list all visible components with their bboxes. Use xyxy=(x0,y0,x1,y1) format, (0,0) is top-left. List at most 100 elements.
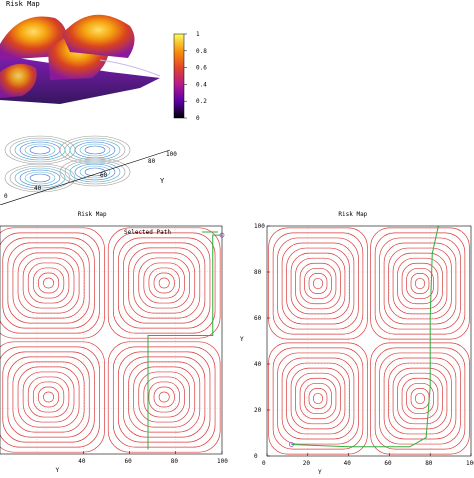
surface-peak xyxy=(62,14,135,58)
contour-ring xyxy=(415,278,425,289)
contour-ring xyxy=(392,252,448,315)
base-contour xyxy=(19,169,61,187)
contour-ring xyxy=(410,273,430,294)
selected-path xyxy=(147,234,222,450)
colorbar-tick-label: 0.6 xyxy=(196,65,207,72)
base-tick-label: 40 xyxy=(34,185,42,192)
x-tick-label: 100 xyxy=(466,460,474,467)
contour-ring xyxy=(38,272,60,294)
contour-ring xyxy=(43,391,54,403)
contour-ring xyxy=(374,347,466,450)
contour-ring xyxy=(401,377,439,420)
contour-ring xyxy=(392,367,448,430)
contour-ring xyxy=(7,242,90,324)
contour-ring xyxy=(272,347,364,450)
contour-ring xyxy=(158,277,170,289)
x-axis-label: Y xyxy=(318,469,322,474)
contour-ring xyxy=(277,352,359,445)
contour-ring xyxy=(313,278,323,289)
base-contour xyxy=(74,163,116,181)
contour-ring xyxy=(158,391,170,403)
colorbar-ticks: 1 0.8 0.6 0.4 0.2 0 xyxy=(184,31,207,122)
base-tick-label: 80 xyxy=(148,158,156,165)
base-contour xyxy=(74,141,116,159)
contour-ring xyxy=(153,386,175,408)
contour-ring xyxy=(0,227,105,339)
right-contour-map: Risk Map 0 20 40 60 80 100 0 20 40 60 80 100 Y Y xyxy=(240,211,474,476)
contour-ring xyxy=(138,257,190,309)
base-contour xyxy=(79,165,111,179)
contour-ring xyxy=(383,242,457,325)
contour-ring xyxy=(112,346,216,448)
base-contour xyxy=(79,143,111,157)
contour-ring xyxy=(22,257,75,309)
base-contour xyxy=(14,167,66,189)
base-contour xyxy=(9,165,71,191)
base-contour xyxy=(19,141,61,159)
contour-ring xyxy=(388,247,452,320)
y-tick-label: 40 xyxy=(254,361,262,368)
contour-ring xyxy=(406,267,434,300)
contour-ring xyxy=(12,247,85,319)
surface-plot: Risk Map 0 40 60 80 100 Y 1 0.8 0.6 0.4 0.2 0 xyxy=(0,0,207,206)
x-tick-label: 60 xyxy=(384,460,392,467)
plot-frame xyxy=(266,225,472,457)
surface-peak xyxy=(0,63,37,98)
x-tick-label: 20 xyxy=(303,460,311,467)
plot-frame xyxy=(0,225,223,455)
surface-plot-panel: Risk Map 0 40 60 80 100 Y 1 0.8 0.6 0.4 0.2 0 xyxy=(0,0,474,206)
contour-ring xyxy=(295,372,341,425)
x-tick-label: 80 xyxy=(171,458,179,465)
path-endpoint xyxy=(289,442,294,447)
contour-ring xyxy=(299,377,337,420)
contour-ring xyxy=(133,366,196,428)
contour-ring xyxy=(388,362,452,435)
map-title: Risk Map xyxy=(338,211,367,218)
contour-ring xyxy=(406,382,434,415)
colorbar xyxy=(173,33,185,119)
contour-ring xyxy=(379,352,461,445)
base-tick-label: 60 xyxy=(100,172,108,179)
contour-ring xyxy=(118,351,211,443)
contour-ring xyxy=(138,371,190,423)
x-tick-label: 40 xyxy=(344,460,352,467)
contour-ring xyxy=(383,357,457,440)
contour-ring xyxy=(128,361,201,433)
contour-ring xyxy=(281,242,355,325)
contour-ring xyxy=(0,346,100,448)
base-contour xyxy=(84,145,106,155)
base-contour xyxy=(59,157,131,187)
colorbar-tick-label: 0.8 xyxy=(196,48,207,55)
base-axis-label: Y xyxy=(160,177,165,185)
contour-ring xyxy=(397,257,443,310)
y-tick-label: 0 xyxy=(254,453,258,460)
contour-ring xyxy=(277,237,359,330)
base-contour-plane xyxy=(4,135,131,193)
base-contour xyxy=(14,139,66,161)
contour-ring xyxy=(410,388,430,409)
selected-path xyxy=(291,225,439,448)
base-contour xyxy=(84,167,106,177)
base-contour xyxy=(64,159,126,185)
left-contour-map: Risk Map 40 60 80 100 Y Selected Path xyxy=(0,211,228,474)
x-tick-label: 60 xyxy=(125,458,133,465)
contour-ring xyxy=(17,366,80,428)
base-axis xyxy=(0,149,171,206)
base-contour xyxy=(24,143,56,157)
base-tick-label: 100 xyxy=(166,151,177,158)
contour-lines xyxy=(267,226,471,456)
contour-ring xyxy=(43,277,54,289)
contour-ring xyxy=(272,232,364,335)
contour-ring xyxy=(107,341,221,453)
y-axis-label: Y xyxy=(240,336,244,343)
contour-ring xyxy=(304,267,332,300)
contour-ring xyxy=(379,237,461,330)
map-title: Risk Map xyxy=(78,211,107,218)
contour-ring xyxy=(0,232,100,334)
contour-ring xyxy=(17,252,80,314)
contour-ring xyxy=(123,242,206,324)
contour-ring xyxy=(313,393,323,404)
base-contour xyxy=(69,161,121,183)
contour-ring xyxy=(281,357,355,440)
contour-ring xyxy=(32,267,65,299)
